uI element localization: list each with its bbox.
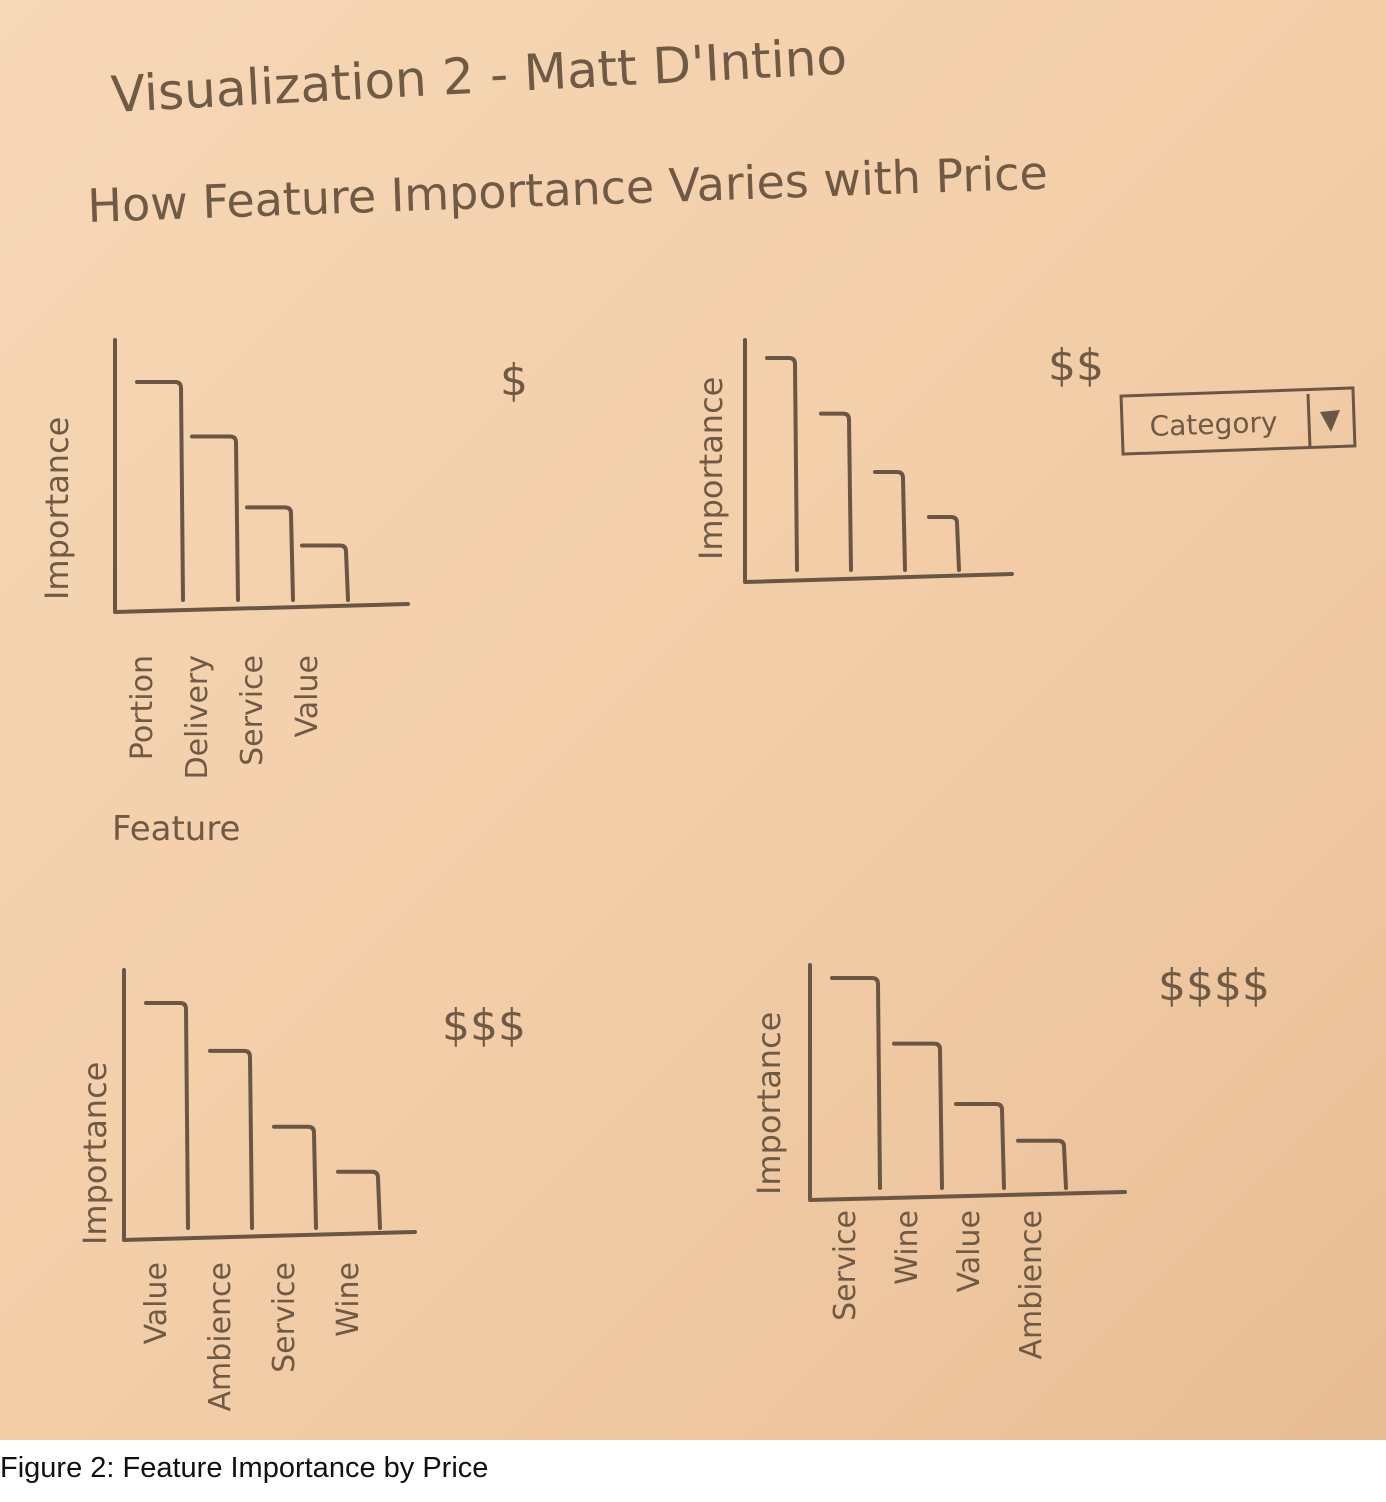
chart-price-2: Importance $$ xyxy=(692,338,1104,584)
chevron-down-icon[interactable] xyxy=(1320,410,1340,432)
sketch-title: Visualization 2 - Matt D'Intino xyxy=(110,28,849,124)
bar xyxy=(336,1169,382,1230)
bar xyxy=(208,1048,254,1230)
category-dropdown-divider xyxy=(1306,393,1312,449)
x-axis-label: Feature xyxy=(112,809,240,849)
y-axis-label: Importance xyxy=(750,1012,788,1195)
chart-price-3: Importance $$$ Value Ambience Service Wine xyxy=(76,968,526,1412)
category-label: Value xyxy=(952,1210,987,1292)
bar xyxy=(830,976,882,1190)
sketch-paper: Visualization 2 - Matt D'Intino How Feat… xyxy=(0,0,1386,1440)
chart-price-1: Importance $ Portion Delivery Service Value Fe… xyxy=(38,338,528,849)
y-axis-label: Importance xyxy=(76,1062,114,1245)
sketch-subtitle: How Feature Importance Varies with Price xyxy=(86,145,1048,232)
category-label: Service xyxy=(235,655,270,766)
bar xyxy=(927,515,961,572)
bar xyxy=(873,469,907,572)
bar xyxy=(190,434,240,602)
category-label: Value xyxy=(139,1262,174,1344)
category-dropdown[interactable]: Category xyxy=(1119,386,1357,456)
bar xyxy=(300,543,350,602)
bar xyxy=(954,1102,1006,1190)
y-axis-label: Importance xyxy=(692,377,730,560)
category-label: Delivery xyxy=(180,655,215,780)
chart-axes xyxy=(743,338,1014,584)
category-label: Value xyxy=(290,655,325,737)
category-dropdown-box[interactable] xyxy=(1119,386,1357,456)
category-label: Ambience xyxy=(203,1262,238,1412)
chart-axes xyxy=(808,963,1127,1202)
bar xyxy=(819,411,853,572)
bar xyxy=(144,1001,190,1230)
category-label: Wine xyxy=(331,1262,366,1337)
price-label: $$$ xyxy=(442,1000,526,1051)
bar xyxy=(1016,1138,1068,1190)
category-label: Wine xyxy=(890,1210,925,1285)
price-label: $$ xyxy=(1048,340,1104,391)
price-label: $ xyxy=(500,355,528,406)
category-label: Portion xyxy=(125,655,160,760)
category-label: Ambience xyxy=(1014,1210,1049,1360)
figure-caption: Figure 2: Feature Importance by Price xyxy=(0,1452,489,1484)
price-label: $$$$ xyxy=(1158,960,1270,1011)
category-label: Service xyxy=(267,1262,302,1373)
bar xyxy=(892,1041,944,1190)
bar xyxy=(135,380,185,602)
chart-axes xyxy=(122,968,417,1242)
y-axis-label: Importance xyxy=(38,417,76,600)
sketch-canvas: Visualization 2 - Matt D'Intino How Feat… xyxy=(38,28,1357,1412)
bar xyxy=(245,505,295,602)
category-dropdown-label: Category xyxy=(1149,406,1278,443)
bar xyxy=(272,1124,318,1230)
chart-price-4: Importance $$$$ Service Wine Value Ambience xyxy=(750,960,1270,1360)
chart-axes xyxy=(113,338,410,614)
category-label: Service xyxy=(828,1210,863,1321)
bar xyxy=(765,356,799,572)
